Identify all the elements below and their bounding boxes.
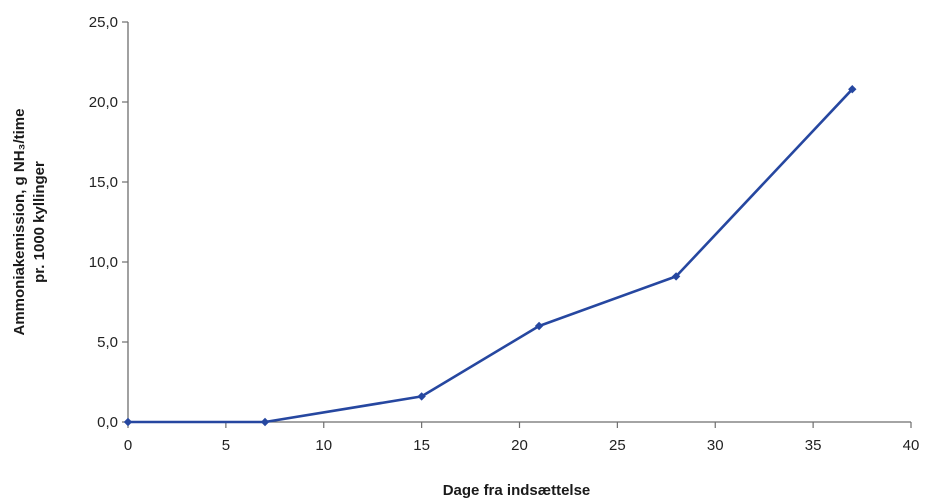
data-point-marker	[260, 417, 270, 427]
x-axis-ticks: 0 5 10 15 20 25 30 35 40	[124, 422, 920, 454]
data-point-marker	[534, 321, 544, 331]
x-tick-label: 5	[222, 437, 230, 454]
y-tick-label: 15,0	[89, 174, 118, 191]
y-tick-label: 25,0	[89, 14, 118, 31]
x-tick-label: 10	[315, 437, 332, 454]
y-tick-label: 10,0	[89, 254, 118, 271]
data-point-marker	[671, 272, 681, 281]
x-tick-label: 30	[707, 437, 724, 454]
y-tick-label: 5,0	[97, 334, 118, 351]
y-axis-title-line1: Ammoniakemission, g NH₃/time	[11, 109, 28, 336]
x-tick-label: 0	[124, 437, 132, 454]
x-axis-title: Dage fra indsættelse	[443, 482, 591, 499]
y-tick-label: 20,0	[89, 94, 118, 111]
x-tick-label: 35	[805, 437, 822, 454]
y-tick-label: 0,0	[97, 414, 118, 431]
data-point-marker	[417, 392, 426, 401]
x-tick-label: 20	[511, 437, 528, 454]
y-axis-title-line2: pr. 1000 kyllinger	[31, 161, 48, 283]
x-tick-label: 15	[413, 437, 430, 454]
y-axis-ticks: 0,0 5,0 10,0 15,0 20,0 25,0	[89, 14, 128, 431]
series-layer	[123, 85, 857, 427]
x-tick-label: 25	[609, 437, 626, 454]
series-line	[126, 87, 854, 424]
x-tick-label: 40	[903, 437, 920, 454]
data-point-marker	[123, 417, 133, 427]
data-point-marker	[848, 85, 857, 94]
